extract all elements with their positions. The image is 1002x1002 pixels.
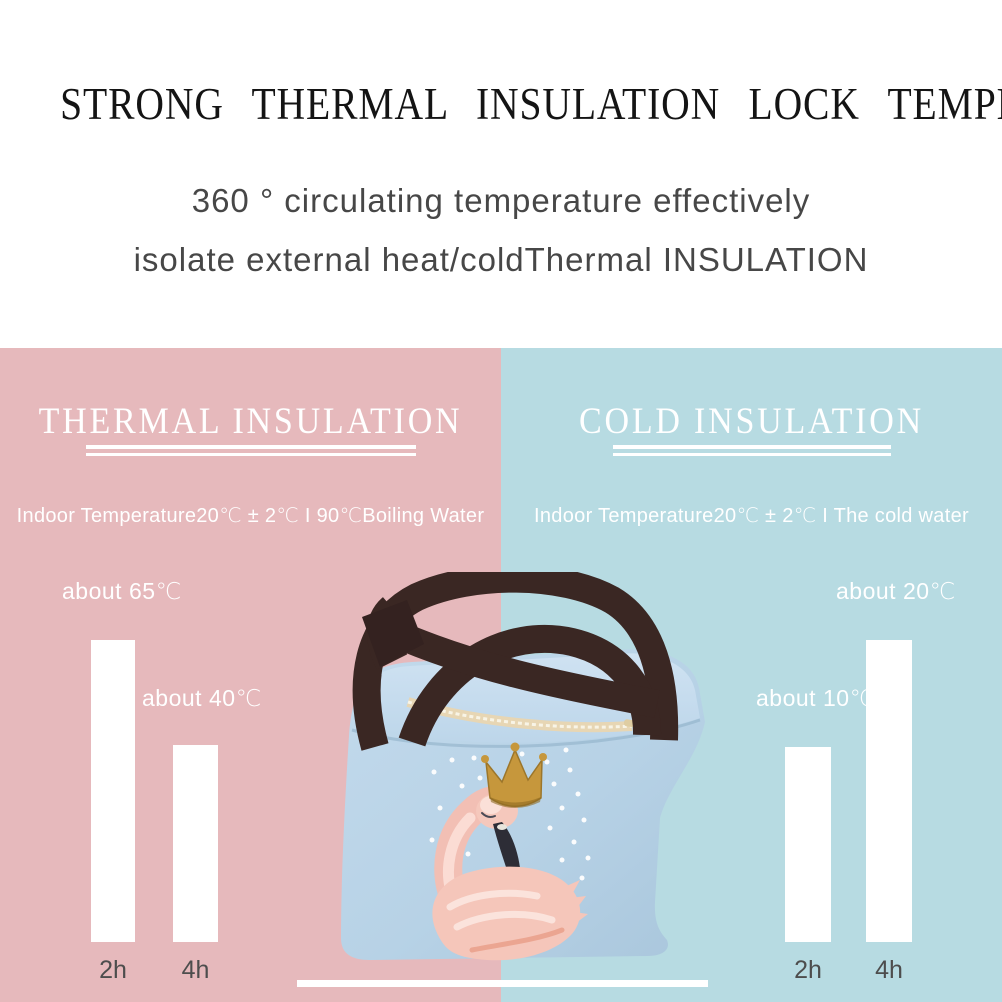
subtitle-line-1: 360 ° circulating temperature effectivel… — [191, 182, 811, 219]
bar-value-label: about 40℃ — [142, 685, 262, 711]
bar-value-label: about 20℃ — [836, 578, 956, 604]
bar-time-label: 4h — [875, 956, 903, 984]
bottom-divider-line — [297, 980, 708, 987]
page-title: STRONG THERMAL INSULATION LOCK TEMPERATU… — [60, 79, 1002, 129]
cold-bar-4h — [866, 640, 912, 942]
thermal-condition-text: Indoor Temperature20℃ ± 2℃ I 90℃Boiling … — [16, 505, 485, 527]
thermal-bar-2h — [91, 640, 135, 942]
handle-knot — [362, 600, 424, 667]
bar-value-label: about 65℃ — [62, 578, 182, 604]
crown-icon — [481, 742, 547, 808]
bar-time-label: 2h — [794, 956, 822, 984]
bar-value-label: about 10℃ — [756, 685, 876, 711]
bar-time-label: 2h — [99, 956, 127, 984]
flamingo-eye — [481, 812, 496, 818]
double-underline — [612, 445, 891, 456]
cold-panel-title: COLD INSULATION — [579, 401, 924, 442]
flamingo-body — [432, 866, 588, 961]
cold-bar-2h — [785, 747, 831, 942]
subtitle-line-2: isolate external heat/coldThermal INSULA… — [133, 241, 869, 278]
bag-handles — [352, 572, 679, 751]
flamingo-print — [429, 742, 591, 961]
bar-time-label: 4h — [181, 956, 210, 984]
thermal-panel-title: THERMAL INSULATION — [38, 401, 463, 442]
cold-condition-text: Indoor Temperature20℃ ± 2℃ I The cold wa… — [534, 505, 969, 527]
product-photo-lunch-bag — [341, 572, 705, 961]
thermal-bar-4h — [173, 745, 218, 942]
double-underline — [85, 445, 416, 456]
